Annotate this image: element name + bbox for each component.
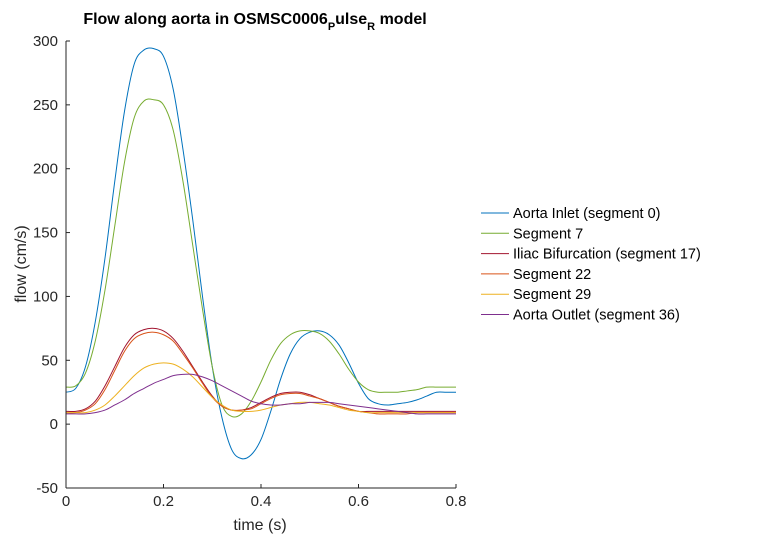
series-line-1 [65,98,456,418]
y-tick-label: 50 [41,352,58,369]
chart-title: Flow along aorta in OSMSC0006PulseR mode… [83,11,426,33]
x-tick-label: 0.6 [348,493,369,510]
legend-entry-label: Segment 22 [513,267,591,283]
x-tick-label: 0.4 [251,493,272,510]
y-tick-label: 0 [50,416,58,433]
legend-entry-label: Aorta Inlet (segment 0) [513,206,661,222]
legend-entry-label: Aorta Outlet (segment 36) [513,308,680,324]
legend-entry-label: Segment 29 [513,287,591,303]
series-line-3 [65,331,456,415]
plot-lines [65,47,456,460]
y-tick-label: 200 [33,161,58,178]
y-tick-label: 150 [33,225,58,242]
y-tick-label: 300 [33,33,58,50]
legend-box [476,199,726,331]
series-line-0 [65,47,456,460]
y-axis-label: flow (cm/s) [13,225,30,302]
series-line-2 [65,327,456,413]
legend-entry-label: Segment 7 [513,226,583,242]
x-tick-label: 0.8 [446,493,467,510]
legend: Aorta Inlet (segment 0) Segment 7 Iliac Bi… [476,199,726,331]
legend-entry-label: Iliac Bifurcation (segment 17) [513,247,701,263]
y-tick-label: 100 [33,288,58,305]
series-line-5 [66,373,456,415]
series-line-4 [66,362,456,414]
x-axis-label: time (s) [233,517,286,534]
x-tick-label: 0.2 [153,493,174,510]
y-tick-label: -50 [36,480,58,497]
y-tick-label: 250 [33,97,58,114]
x-tick-label: 0 [62,493,70,510]
axes [65,41,456,489]
